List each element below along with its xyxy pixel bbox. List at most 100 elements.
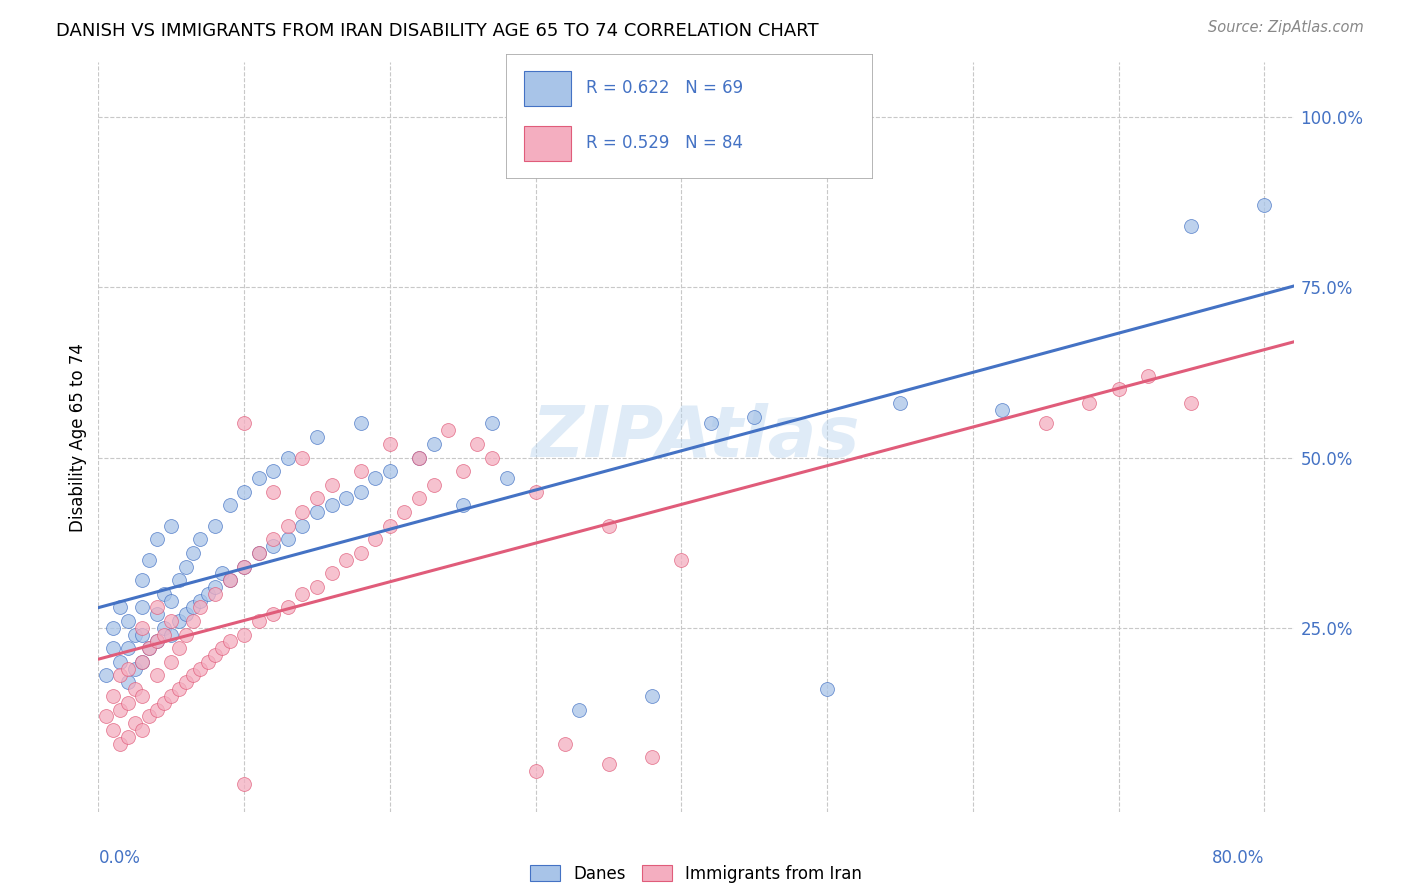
Point <box>378 518 401 533</box>
Point <box>1136 368 1159 383</box>
Point <box>350 484 373 499</box>
Point <box>145 533 167 547</box>
Point <box>211 641 233 656</box>
Point <box>598 518 620 533</box>
Point <box>305 580 328 594</box>
Point <box>262 484 284 499</box>
Point <box>671 552 693 566</box>
Point <box>138 552 160 566</box>
Point <box>124 716 146 731</box>
Point <box>335 491 357 506</box>
Point <box>291 450 314 465</box>
Point <box>160 689 183 703</box>
Text: Source: ZipAtlas.com: Source: ZipAtlas.com <box>1208 20 1364 35</box>
Text: R = 0.529   N = 84: R = 0.529 N = 84 <box>586 135 742 153</box>
Point <box>218 573 240 587</box>
Y-axis label: Disability Age 65 to 74: Disability Age 65 to 74 <box>69 343 87 532</box>
Point <box>524 484 547 499</box>
Point <box>167 682 190 697</box>
Point <box>101 723 124 737</box>
Text: ZIPAtlas: ZIPAtlas <box>531 402 860 472</box>
Point <box>124 682 146 697</box>
Point <box>218 634 240 648</box>
Point <box>1180 219 1202 233</box>
FancyBboxPatch shape <box>524 71 571 106</box>
Point <box>145 634 167 648</box>
Point <box>190 593 212 607</box>
Point <box>247 614 270 628</box>
Point <box>145 607 167 622</box>
Point <box>889 396 911 410</box>
Point <box>153 696 176 710</box>
Point <box>408 491 430 506</box>
Point <box>598 757 620 772</box>
Point <box>422 477 444 491</box>
Point <box>160 593 183 607</box>
Point <box>247 546 270 560</box>
Point <box>364 471 387 485</box>
Point <box>117 614 139 628</box>
Point <box>467 437 489 451</box>
Point <box>291 505 314 519</box>
FancyBboxPatch shape <box>524 126 571 161</box>
Point <box>181 614 204 628</box>
Point <box>174 627 197 641</box>
Text: R = 0.622   N = 69: R = 0.622 N = 69 <box>586 79 742 97</box>
Point <box>422 437 444 451</box>
Point <box>568 702 591 716</box>
Point <box>190 533 212 547</box>
Point <box>181 546 204 560</box>
Point <box>101 621 124 635</box>
Point <box>138 641 160 656</box>
Point <box>437 423 460 437</box>
Point <box>110 668 132 682</box>
Point <box>197 587 219 601</box>
Point <box>167 614 190 628</box>
Point <box>247 471 270 485</box>
Point <box>204 580 226 594</box>
Point <box>742 409 765 424</box>
Point <box>204 648 226 662</box>
Point <box>204 587 226 601</box>
Point <box>110 655 132 669</box>
Point <box>94 668 117 682</box>
Point <box>138 641 160 656</box>
Point <box>277 600 299 615</box>
Point <box>190 600 212 615</box>
Point <box>451 464 474 478</box>
Point <box>181 600 204 615</box>
Point <box>160 655 183 669</box>
Point <box>305 491 328 506</box>
Point <box>153 621 176 635</box>
Point <box>335 552 357 566</box>
Point <box>305 505 328 519</box>
Point <box>641 689 664 703</box>
Point <box>218 498 240 512</box>
Point <box>262 464 284 478</box>
Point <box>1078 396 1101 410</box>
Point <box>131 655 153 669</box>
Point <box>110 702 132 716</box>
Point <box>117 730 139 744</box>
Point <box>124 627 146 641</box>
Point <box>408 450 430 465</box>
Point <box>262 539 284 553</box>
Point <box>145 702 167 716</box>
Point <box>131 723 153 737</box>
Point <box>131 573 153 587</box>
Point <box>160 518 183 533</box>
Point <box>408 450 430 465</box>
Point <box>110 737 132 751</box>
Point <box>124 662 146 676</box>
Point <box>378 464 401 478</box>
Point <box>291 587 314 601</box>
Point <box>277 518 299 533</box>
Point <box>364 533 387 547</box>
Point <box>524 764 547 778</box>
Point <box>131 689 153 703</box>
Point <box>247 546 270 560</box>
Point <box>131 600 153 615</box>
Point <box>378 437 401 451</box>
Point <box>167 573 190 587</box>
Point <box>145 600 167 615</box>
